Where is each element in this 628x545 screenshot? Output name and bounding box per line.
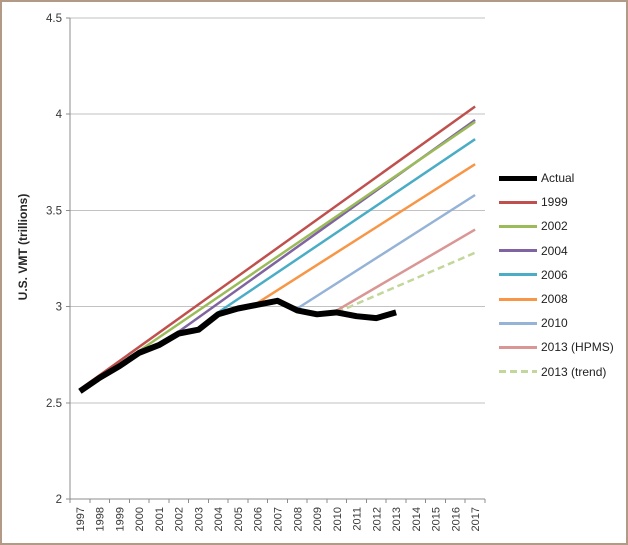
series-line-2013-trend	[336, 251, 476, 314]
series-line-2002	[138, 120, 476, 352]
legend-swatch-2006	[499, 273, 537, 277]
x-tick-label: 2016	[450, 507, 462, 531]
x-tick-label: 2014	[411, 507, 423, 531]
x-tick-label: 2001	[154, 507, 166, 531]
y-tick-label: 3	[56, 302, 62, 314]
legend-item-2008: 2008	[499, 287, 614, 311]
legend-item-actual: Actual	[499, 166, 614, 190]
x-tick-label: 2008	[292, 507, 304, 531]
legend-swatch-2010	[499, 321, 537, 325]
series-line-1999	[79, 105, 476, 391]
legend-swatch-1999	[499, 200, 537, 204]
x-tick-label: 2006	[253, 507, 265, 531]
legend-swatch-2004	[499, 249, 537, 253]
legend-swatch-2013-hpms	[499, 345, 537, 349]
legend-label-2010: 2010	[541, 316, 568, 331]
legend-swatch-2002	[499, 224, 537, 228]
y-tick-label: 4	[56, 109, 63, 121]
legend-item-2010: 2010	[499, 311, 614, 335]
x-tick-label: 2000	[134, 507, 146, 531]
y-tick-label: 4.5	[46, 13, 62, 25]
legend-label-2013-hpms: 2013 (HPMS)	[541, 340, 614, 355]
legend-item-2002: 2002	[499, 214, 614, 238]
legend-item-2013-trend: 2013 (trend)	[499, 360, 614, 384]
x-tick-label: 2007	[273, 507, 285, 531]
x-tick-label: 2012	[371, 507, 383, 531]
x-tick-label: 1999	[114, 507, 126, 531]
legend-item-2006: 2006	[499, 263, 614, 287]
y-axis-title-text: U.S. VMT (trillions)	[16, 193, 30, 301]
x-tick-label: 1997	[75, 507, 87, 531]
x-tick-label: 2005	[233, 507, 245, 531]
legend-swatch-2008	[499, 297, 537, 301]
legend-label-2013-trend: 2013 (trend)	[541, 364, 607, 379]
y-tick-label: 2.5	[46, 398, 62, 410]
series-line-2010	[296, 193, 476, 310]
legend-label-2008: 2008	[541, 292, 568, 307]
legend-item-2004: 2004	[499, 239, 614, 263]
x-tick-label: 2015	[431, 507, 443, 531]
legend-label-2002: 2002	[541, 219, 568, 234]
x-tick-label: 2004	[213, 507, 225, 531]
series-line-2013-hpms	[336, 228, 476, 312]
series-line-2008	[257, 163, 476, 304]
y-tick-label: 3.5	[46, 205, 62, 217]
y-tick-label: 2	[56, 494, 62, 506]
x-tick-label: 2003	[193, 507, 205, 531]
legend-label-actual: Actual	[541, 171, 575, 186]
legend-item-1999: 1999	[499, 190, 614, 214]
x-tick-label: 1998	[95, 507, 107, 531]
x-tick-label: 2009	[312, 507, 324, 531]
legend: Actual 1999 2002 2004 2006 2008 2010 2013 (HPMS…	[499, 166, 614, 384]
legend-label-2006: 2006	[541, 267, 568, 282]
legend-item-2013-hpms: 2013 (HPMS)	[499, 335, 614, 359]
legend-label-1999: 1999	[541, 195, 568, 210]
x-tick-label: 2002	[174, 507, 186, 531]
legend-swatch-actual	[499, 175, 537, 181]
x-tick-label: 2013	[391, 507, 403, 531]
x-tick-label: 2011	[352, 507, 364, 531]
legend-swatch-2013-trend	[499, 370, 537, 374]
series-line-actual	[78, 297, 397, 394]
x-tick-label: 2017	[470, 507, 482, 531]
legend-label-2004: 2004	[541, 243, 568, 258]
x-tick-label: 2010	[332, 507, 344, 531]
series-line-2006	[217, 138, 476, 314]
